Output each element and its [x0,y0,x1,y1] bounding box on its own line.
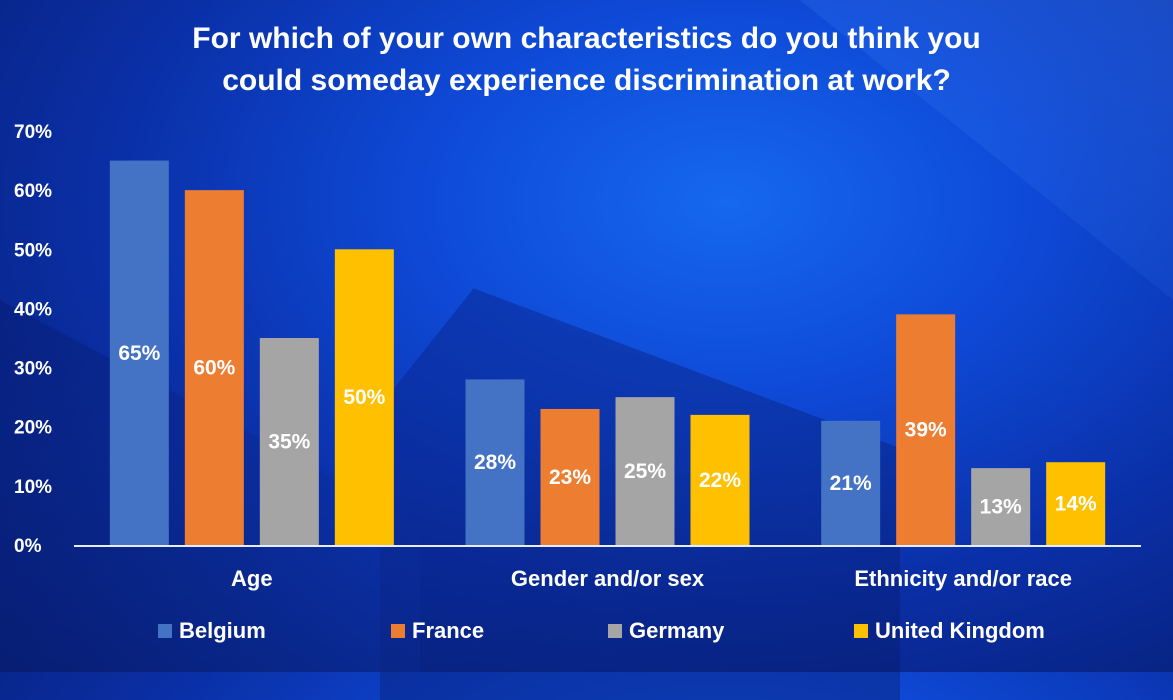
bar-france-gender-and-or-sex [540,408,600,545]
y-tick-label: 10% [14,477,52,498]
bar-germany-ethnicity-and-or-race [971,468,1031,545]
x-category-label: Age [231,566,273,591]
x-category-label: Gender and/or sex [511,566,705,591]
data-label: 28% [474,451,516,474]
y-tick-label: 30% [14,359,52,380]
chart-title: For which of your own characteristics do… [0,18,1173,102]
bar-united-kingdom-gender-and-or-sex [690,414,750,545]
legend-item-belgium: Belgium [158,618,266,644]
bar-germany-age [259,338,319,545]
legend-swatch-belgium [158,624,172,638]
legend-label-france: France [412,618,485,643]
data-label: 35% [268,431,310,454]
y-tick-label: 70% [14,122,52,143]
bar-belgium-age [109,160,169,546]
y-tick-label: 60% [14,181,52,202]
legend-swatch-germany [608,624,622,638]
bar-germany-gender-and-or-sex [615,397,675,545]
legend-label-united-kingdom: United Kingdom [875,618,1045,643]
chart-title-line-1: For which of your own characteristics do… [192,22,981,55]
data-label: 25% [624,460,666,483]
legend-item-france: France [391,618,484,644]
y-tick-label: 40% [14,299,52,320]
legend-item-united-kingdom: United Kingdom [854,618,1045,644]
bar-belgium-gender-and-or-sex [465,379,525,545]
data-label: 14% [1055,493,1097,516]
legend-swatch-united-kingdom [854,624,868,638]
bar-united-kingdom-age [334,249,394,546]
legend: Belgium France Germany United Kingdom [0,618,1173,648]
legend-label-germany: Germany [629,618,725,643]
data-label: 65% [118,342,160,365]
data-label: 50% [343,386,385,409]
y-tick-label: 0% [14,536,42,557]
y-tick-label: 20% [14,418,52,439]
bar-france-age [184,190,244,545]
y-tick-label: 50% [14,240,52,261]
data-label: 60% [193,357,235,380]
legend-label-belgium: Belgium [179,618,266,643]
bar-chart: 0% 10% 20% 30% 40% 50% 60% 70% 65% 60% 35% 50% Age 28… [14,122,1141,591]
chart-title-line-2: could someday experience discrimination … [222,64,951,97]
data-label: 22% [699,469,741,492]
bar-united-kingdom-ethnicity-and-or-race [1046,462,1106,545]
bar-france-ethnicity-and-or-race [896,314,956,545]
x-category-label: Ethnicity and/or race [854,566,1072,591]
bar-belgium-ethnicity-and-or-race [821,420,881,545]
data-label: 39% [905,419,947,442]
legend-swatch-france [391,624,405,638]
data-label: 23% [549,466,591,489]
data-label: 13% [980,496,1022,519]
legend-item-germany: Germany [608,618,724,644]
data-label: 21% [830,472,872,495]
